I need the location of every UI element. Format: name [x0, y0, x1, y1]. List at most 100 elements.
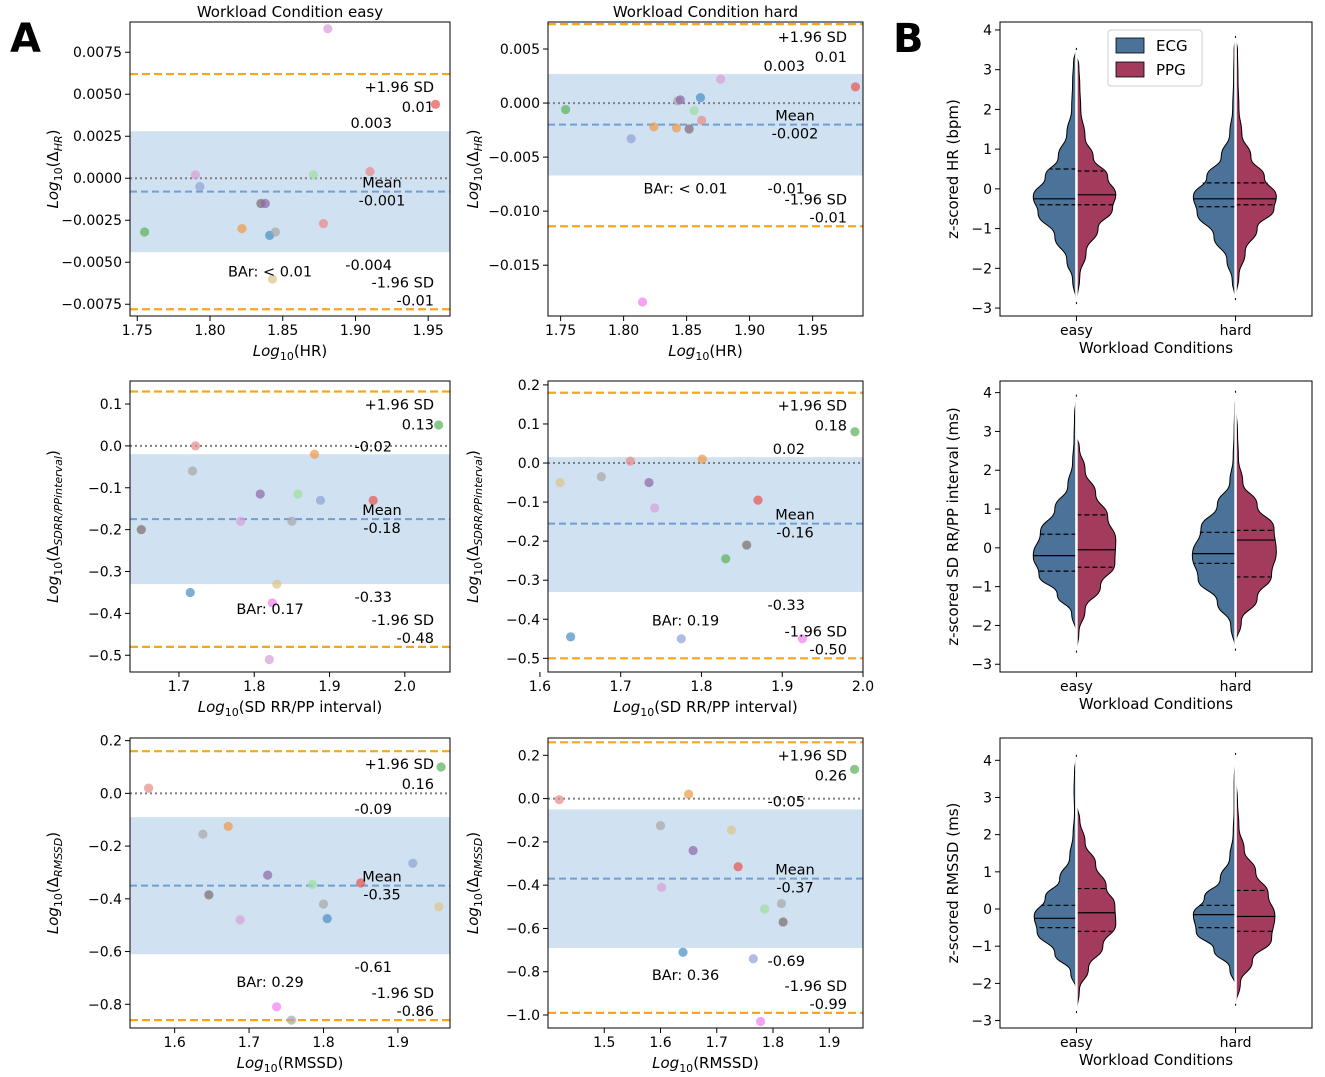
legend-label-ppg: PPG — [1156, 61, 1186, 79]
band-upper-value: 0.02 — [773, 442, 805, 458]
bland-altman-hr-easy: +1.96 SD 0.01 0.003 Mean -0.001 -0.004 BAr: < … — [44, 3, 451, 363]
bland-altman-sd-hard: +1.96 SD 0.18 0.02 Mean -0.16 -0.33 BAr: 0.19 -… — [464, 378, 874, 719]
data-point — [554, 795, 564, 805]
x-tick-label: 1.80 — [608, 323, 639, 339]
x-tick-label: 1.75 — [545, 323, 576, 339]
y-tick-label: 1 — [983, 142, 992, 158]
band-lower-value: -0.33 — [354, 590, 392, 606]
data-point — [434, 902, 444, 912]
y-tick-label: −0.2 — [506, 534, 540, 550]
x-tick-label: 1.7 — [610, 679, 632, 695]
data-point — [655, 821, 666, 831]
bland-altman-rmssd-easy: +1.96 SD 0.16 -0.09 Mean -0.35 -0.61 BAr: 0.29… — [44, 734, 451, 1075]
data-point — [144, 783, 154, 793]
data-point — [753, 495, 763, 505]
upper-loa-label: +1.96 SD — [365, 80, 434, 96]
data-point — [695, 93, 706, 103]
data-point — [190, 441, 201, 451]
band-upper-value: -0.09 — [354, 802, 392, 818]
upper-loa-value: 0.13 — [402, 417, 434, 433]
data-point — [323, 24, 333, 34]
y-tick-label: 4 — [983, 386, 992, 402]
panel-label-b: B — [893, 16, 924, 62]
y-tick-label: −1 — [971, 580, 992, 596]
data-point — [688, 845, 698, 856]
y-tick-label: 4 — [983, 23, 992, 39]
data-point — [309, 449, 320, 459]
y-axis-label: Log10(ΔSDRR/PPinterval) — [44, 450, 65, 603]
y-tick-label: 0.0000 — [73, 171, 122, 187]
data-point — [255, 489, 265, 499]
lower-loa-label: -1.96 SD — [785, 624, 848, 640]
y-axis-label: z-scored HR (bpm) — [944, 99, 962, 239]
data-point — [272, 579, 282, 589]
data-point — [318, 899, 329, 909]
x-tick-label: 1.8 — [312, 1035, 334, 1051]
y-tick-label: −2 — [971, 261, 992, 277]
y-tick-label: −0.2 — [88, 523, 122, 539]
y-tick-label: 0 — [983, 182, 992, 198]
data-point — [637, 297, 648, 307]
data-point — [315, 495, 326, 505]
y-tick-label: 0.0025 — [73, 129, 122, 145]
mean-label: Mean — [775, 863, 815, 879]
y-tick-label: 1 — [983, 502, 992, 518]
y-tick-label: 0.2 — [518, 378, 540, 394]
mean-value: -0.001 — [359, 194, 406, 210]
data-point — [797, 634, 808, 644]
band-lower-value: -0.61 — [354, 960, 392, 976]
bland-altman-sd-easy: +1.96 SD 0.13 -0.02 Mean -0.18 -0.33 BAr: 0.17… — [44, 380, 451, 719]
x-tick-label: hard — [1220, 323, 1252, 339]
lower-loa-value: -0.01 — [809, 210, 847, 226]
y-tick-label: −0.4 — [88, 606, 122, 622]
y-tick-label: −0.010 — [488, 204, 540, 220]
data-point — [850, 82, 861, 92]
x-tick-label: 1.8 — [243, 679, 265, 695]
y-tick-label: 0.0 — [518, 456, 540, 472]
mean-label: Mean — [775, 508, 815, 524]
data-point — [649, 122, 659, 132]
data-point — [434, 420, 444, 430]
plot-frame — [999, 21, 1313, 317]
mean-label: Mean — [775, 109, 815, 125]
data-point — [675, 95, 685, 105]
y-tick-label: 0.1 — [100, 397, 122, 413]
data-point — [198, 829, 208, 839]
upper-loa-value: 0.26 — [815, 768, 847, 784]
legend-swatch-ecg — [1115, 37, 1145, 54]
y-tick-label: −3 — [971, 657, 992, 673]
mean-value: -0.37 — [776, 881, 814, 897]
y-tick-label: 2 — [983, 463, 992, 479]
plot-title: Workload Condition easy — [197, 3, 383, 21]
data-point — [716, 74, 726, 84]
data-point — [287, 516, 297, 526]
data-point — [756, 1016, 766, 1027]
plot-frame — [547, 737, 864, 1029]
plot-frame — [547, 21, 864, 317]
upper-loa-value: 0.01 — [402, 100, 434, 116]
mean-value: -0.18 — [363, 521, 401, 537]
x-tick-label: 1.6 — [164, 1035, 186, 1051]
plot-area — [548, 741, 863, 1027]
data-point — [187, 466, 198, 476]
lower-loa-value: -0.01 — [396, 293, 434, 309]
ppg-violin-half — [1235, 37, 1277, 299]
panel-label-a: A — [10, 16, 41, 62]
data-point — [776, 898, 787, 909]
bar-annotation: BAr: 0.36 — [652, 968, 719, 984]
y-tick-label: −0.1 — [506, 495, 540, 511]
y-axis-label: Log10(ΔRMSSD) — [44, 832, 65, 934]
lower-loa-label: -1.96 SD — [372, 275, 435, 291]
data-point — [236, 516, 246, 526]
y-tick-label: 2 — [983, 102, 992, 118]
data-point — [684, 124, 694, 134]
lower-loa-label: -1.96 SD — [785, 192, 848, 208]
bar-annotation: BAr: 0.29 — [236, 975, 303, 991]
plot-frame — [129, 737, 451, 1029]
data-point — [270, 227, 281, 237]
y-tick-label: −0.5 — [506, 651, 540, 667]
y-tick-label: 0 — [983, 541, 992, 557]
ppg-violin-half — [1075, 53, 1117, 305]
data-point — [849, 764, 860, 774]
